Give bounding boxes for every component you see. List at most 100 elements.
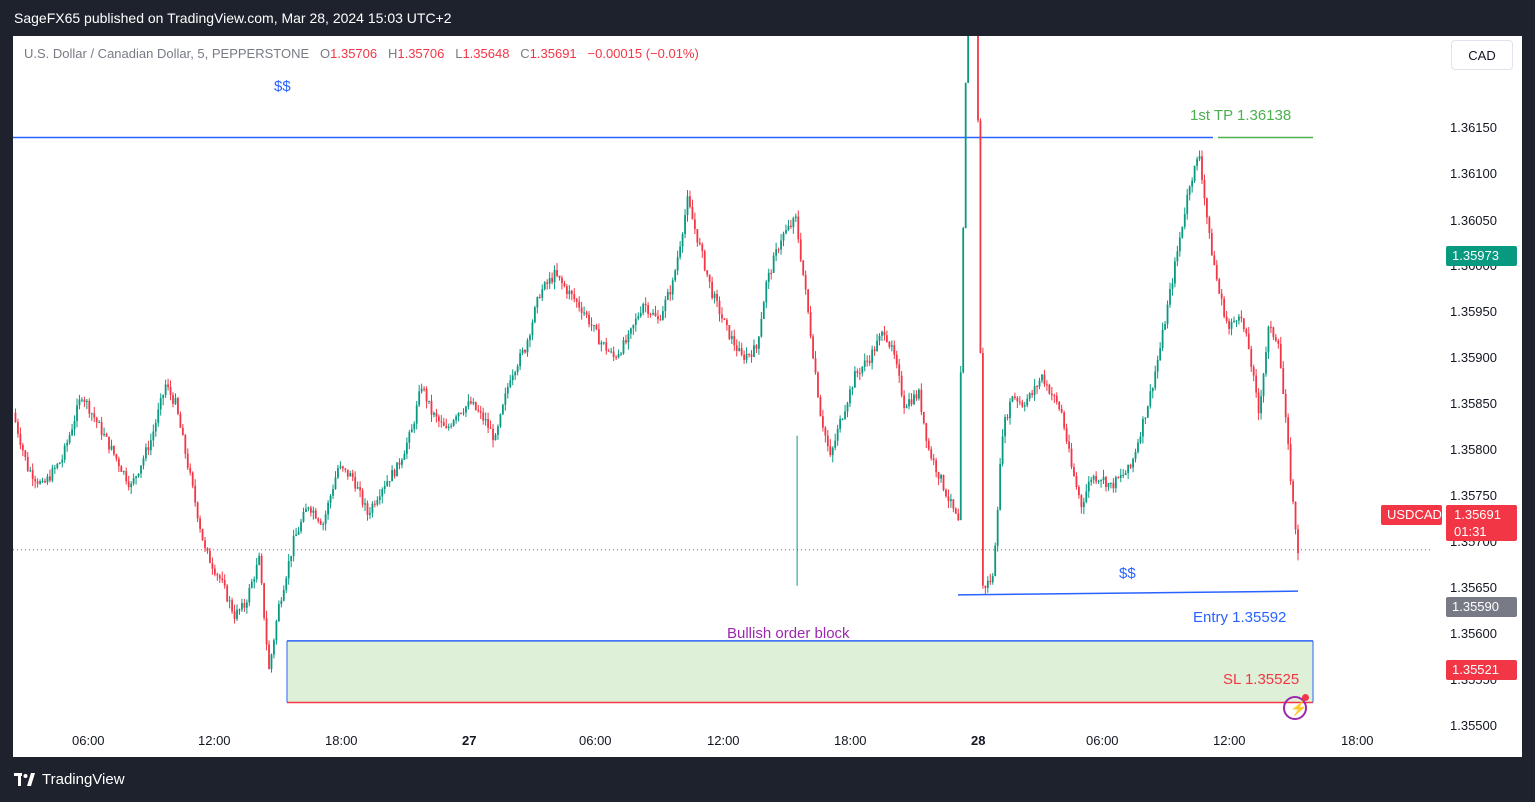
candle-body xyxy=(871,349,874,363)
candle-body xyxy=(1250,349,1253,367)
candle-body xyxy=(1144,417,1147,419)
candle-body xyxy=(90,413,93,415)
candle-body xyxy=(125,471,128,482)
candle-body xyxy=(184,435,187,454)
candle-body xyxy=(442,422,445,426)
candle-body xyxy=(1181,226,1184,238)
candle-body xyxy=(36,481,39,484)
candle-body xyxy=(1023,405,1026,407)
change-value: −0.00015 (−0.01%) xyxy=(587,46,699,61)
candle-body xyxy=(398,462,401,465)
candle-body xyxy=(386,481,389,487)
price-tick-label: 1.35600 xyxy=(1450,625,1497,641)
candle-body xyxy=(1033,386,1036,395)
candle-body xyxy=(122,471,125,473)
candle-body xyxy=(1284,393,1287,418)
candle-body xyxy=(93,413,96,418)
candle-body xyxy=(108,436,110,450)
candle-body xyxy=(324,514,327,525)
candle-body xyxy=(1031,393,1034,395)
candle-body xyxy=(514,372,517,376)
candle-body xyxy=(1087,481,1090,492)
candle-body xyxy=(305,508,307,513)
candle-body xyxy=(937,472,940,479)
time-tick-label: 06:00 xyxy=(579,733,612,748)
candle-body xyxy=(366,503,369,515)
candle-body xyxy=(204,540,206,549)
candle-body xyxy=(794,216,797,219)
tradingview-brand[interactable]: TradingView xyxy=(14,771,125,788)
candle-body xyxy=(1272,327,1275,338)
candle-body xyxy=(666,291,669,300)
candle-body xyxy=(110,445,113,450)
candle-body xyxy=(959,372,962,521)
candle-body xyxy=(302,512,305,522)
candle-body xyxy=(915,394,918,399)
candle-body xyxy=(674,270,677,281)
candle-body xyxy=(767,272,770,282)
candle-body xyxy=(1201,156,1203,180)
candle-body xyxy=(802,260,805,275)
candle-body xyxy=(467,401,470,407)
candle-body xyxy=(1151,387,1154,392)
candle-body xyxy=(260,555,263,584)
candle-body xyxy=(351,473,354,478)
price-plot[interactable] xyxy=(13,36,1522,757)
candle-body xyxy=(327,502,329,515)
candle-body xyxy=(1117,477,1120,479)
candle-body xyxy=(898,364,901,376)
candle-body xyxy=(725,319,728,326)
candle-body xyxy=(300,521,302,532)
candle-body xyxy=(590,324,593,326)
candle-body xyxy=(312,510,315,513)
candle-body xyxy=(989,580,992,583)
candle-body xyxy=(191,472,194,486)
candle-body xyxy=(789,225,792,227)
candle-body xyxy=(1122,474,1125,476)
candle-body xyxy=(334,477,337,489)
candle-body xyxy=(31,470,34,480)
candle-body xyxy=(361,490,364,505)
candle-body xyxy=(1225,316,1228,321)
sl-price-tag: 1.35521 xyxy=(1446,660,1517,680)
candle-body xyxy=(63,445,66,460)
currency-button[interactable]: CAD xyxy=(1451,40,1513,70)
candle-body xyxy=(1097,480,1100,482)
chart-panel[interactable]: U.S. Dollar / Canadian Dollar, 5, PEPPER… xyxy=(13,36,1522,757)
symbol-name: U.S. Dollar / Canadian Dollar, 5, PEPPER… xyxy=(24,46,310,61)
candle-body xyxy=(568,290,571,295)
candle-body xyxy=(403,453,406,460)
candle-body xyxy=(474,402,477,410)
candle-body xyxy=(1018,401,1021,403)
candle-body xyxy=(263,583,265,618)
candle-body xyxy=(14,412,17,423)
symbol-tag: USDCAD xyxy=(1381,505,1442,525)
candle-body xyxy=(73,420,76,430)
candle-body xyxy=(314,510,317,519)
candle-body xyxy=(1287,417,1290,445)
candle-body xyxy=(1090,479,1093,482)
candle-body xyxy=(196,502,199,519)
candle-body xyxy=(1171,283,1174,290)
candle-body xyxy=(615,357,618,359)
candle-body xyxy=(533,307,536,323)
candle-body xyxy=(1102,477,1105,481)
candle-body xyxy=(477,409,480,412)
candle-body xyxy=(255,564,258,580)
candle-body xyxy=(1260,396,1262,414)
candle-body xyxy=(24,450,27,457)
candle-body xyxy=(669,291,672,295)
candle-body xyxy=(947,496,950,502)
candle-body xyxy=(812,336,814,359)
candle-body xyxy=(932,458,935,461)
candle-body xyxy=(629,328,632,334)
candle-body xyxy=(696,229,699,243)
candle-body xyxy=(994,545,997,577)
lightning-icon: ⚡ xyxy=(1290,700,1308,716)
candle-body xyxy=(950,499,952,502)
candle-body xyxy=(1038,380,1041,387)
alert-bolt-icon[interactable]: ⚡ xyxy=(1283,694,1309,720)
candle-body xyxy=(757,336,760,349)
candle-body xyxy=(433,412,435,415)
candle-body xyxy=(1156,359,1159,372)
